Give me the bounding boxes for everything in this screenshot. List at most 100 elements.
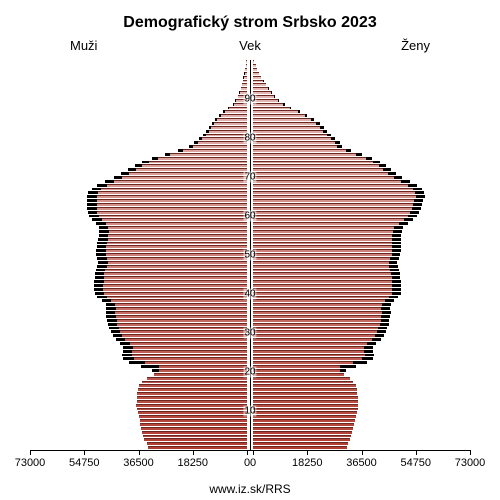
female-bar xyxy=(253,415,470,419)
male-bar xyxy=(30,110,247,114)
female-bar xyxy=(253,68,470,72)
female-bar xyxy=(253,369,470,373)
female-bar xyxy=(253,396,470,400)
male-bar xyxy=(30,161,247,165)
male-bar xyxy=(30,427,247,431)
female-bar xyxy=(253,296,470,300)
male-bar xyxy=(30,392,247,396)
male-bar xyxy=(30,319,247,323)
male-bar xyxy=(30,265,247,269)
female-bar xyxy=(253,427,470,431)
male-bar xyxy=(30,334,247,338)
female-bar xyxy=(253,76,470,80)
x-axis xyxy=(30,450,470,451)
male-bar xyxy=(30,311,247,315)
female-bar xyxy=(253,334,470,338)
male-bar xyxy=(30,384,247,388)
x-tick: 36500 xyxy=(346,457,377,469)
male-bar xyxy=(30,357,247,361)
female-bar xyxy=(253,226,470,230)
female-bar xyxy=(253,99,470,103)
female-bar xyxy=(253,145,470,149)
age-tick: 30 xyxy=(243,328,256,339)
female-bar xyxy=(253,280,470,284)
male-bar xyxy=(30,369,247,373)
male-bar xyxy=(30,157,247,161)
male-bar xyxy=(30,122,247,126)
female-bar xyxy=(253,272,470,276)
population-pyramid-chart: Demografický strom Srbsko 2023 Muži Vek … xyxy=(0,0,500,500)
male-bar xyxy=(30,141,247,145)
male-bar xyxy=(30,419,247,423)
female-bar xyxy=(253,419,470,423)
female-bar xyxy=(253,392,470,396)
male-bar xyxy=(30,203,247,207)
female-half xyxy=(253,60,470,450)
female-bar xyxy=(253,72,470,76)
female-bar xyxy=(253,299,470,303)
male-bar xyxy=(30,195,247,199)
male-bar xyxy=(30,365,247,369)
male-bar xyxy=(30,269,247,273)
male-bar xyxy=(30,272,247,276)
female-bar xyxy=(253,315,470,319)
male-bar xyxy=(30,442,247,446)
female-bar xyxy=(253,215,470,219)
female-bar xyxy=(253,122,470,126)
male-bar xyxy=(30,149,247,153)
male-bar xyxy=(30,396,247,400)
age-tick: 90 xyxy=(243,94,256,105)
label-age: Vek xyxy=(239,38,261,53)
male-bar xyxy=(30,284,247,288)
female-bar xyxy=(253,134,470,138)
male-bar xyxy=(30,288,247,292)
female-bar xyxy=(253,126,470,130)
female-bar xyxy=(253,257,470,261)
male-bar xyxy=(30,307,247,311)
female-bar xyxy=(253,377,470,381)
female-bar xyxy=(253,276,470,280)
male-bar xyxy=(30,215,247,219)
male-bar xyxy=(30,438,247,442)
female-bar xyxy=(253,80,470,84)
male-bar xyxy=(30,137,247,141)
female-bar xyxy=(253,342,470,346)
female-bar xyxy=(253,423,470,427)
male-bar xyxy=(30,261,247,265)
male-bar xyxy=(30,184,247,188)
female-bar xyxy=(253,230,470,234)
male-bar xyxy=(30,435,247,439)
male-bar xyxy=(30,350,247,354)
female-bar xyxy=(253,288,470,292)
female-bar xyxy=(253,365,470,369)
x-tick: 18250 xyxy=(177,457,208,469)
male-bar xyxy=(30,103,247,107)
male-bar xyxy=(30,168,247,172)
female-bar xyxy=(253,307,470,311)
female-bar xyxy=(253,400,470,404)
age-tick: 80 xyxy=(243,133,256,144)
female-bar xyxy=(253,404,470,408)
male-bar xyxy=(30,276,247,280)
female-bar xyxy=(253,357,470,361)
male-bar xyxy=(30,118,247,122)
male-bar xyxy=(30,226,247,230)
male-bar xyxy=(30,415,247,419)
female-bar xyxy=(253,303,470,307)
male-bar xyxy=(30,257,247,261)
male-bar xyxy=(30,80,247,84)
male-bar xyxy=(30,176,247,180)
female-bar xyxy=(253,172,470,176)
male-bar xyxy=(30,327,247,331)
female-bar xyxy=(253,176,470,180)
female-bar xyxy=(253,180,470,184)
male-bar xyxy=(30,330,247,334)
age-tick: 70 xyxy=(243,172,256,183)
female-bar xyxy=(253,411,470,415)
male-bar xyxy=(30,354,247,358)
female-bar xyxy=(253,442,470,446)
female-bar xyxy=(253,253,470,257)
female-bar xyxy=(253,245,470,249)
male-bar xyxy=(30,280,247,284)
male-bar xyxy=(30,296,247,300)
